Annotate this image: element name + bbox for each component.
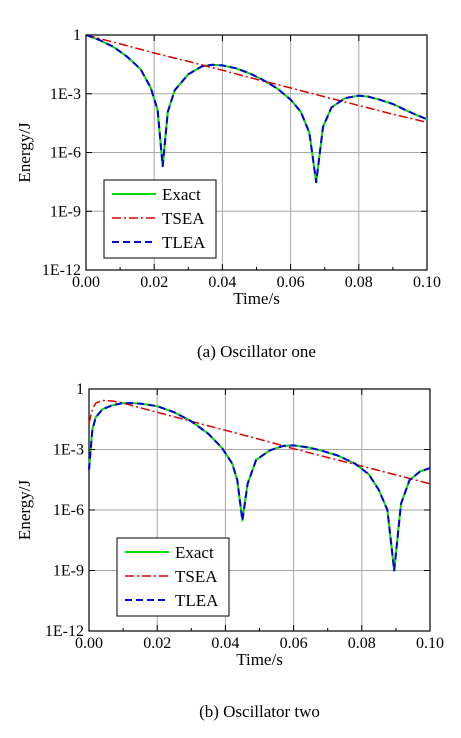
x-tick-label: 0.02	[140, 274, 168, 291]
x-tick-label: 0.04	[211, 635, 239, 652]
y-tick-label: 1E-9	[50, 203, 81, 220]
chart-b-x-axis-label: Time/s	[236, 650, 283, 669]
y-tick-label: 1E-6	[50, 145, 81, 162]
legend-label-exact: Exact	[175, 543, 214, 562]
series-line-exact	[85, 34, 428, 184]
y-tick-label: 1E-12	[42, 262, 81, 279]
chart-a-legend: Exact TSEA TLEA	[103, 179, 217, 259]
series-line-tsea	[88, 399, 431, 485]
x-tick-label: 0.06	[280, 635, 308, 652]
chart-b-gridlines	[89, 389, 430, 631]
x-tick-label: 0.08	[345, 274, 373, 291]
series-line-tsea	[85, 34, 428, 124]
legend-label-tsea: TSEA	[162, 209, 205, 228]
y-tick-label: 1E-12	[45, 623, 84, 640]
x-tick-label: 0.08	[348, 635, 376, 652]
y-tick-label: 1E-3	[53, 442, 84, 459]
x-tick-label: 0.06	[277, 274, 305, 291]
chart-a-series-layer	[85, 34, 428, 184]
chart-a-x-axis-label: Time/s	[233, 289, 280, 308]
legend-label-tlea: TLEA	[162, 233, 206, 252]
chart-b-series-layer	[88, 399, 431, 572]
y-tick-label: 1	[76, 381, 84, 398]
chart-a-y-axis-label: Energy/J	[15, 122, 34, 183]
x-tick-label: 0.00	[75, 635, 103, 652]
chart-b-ticks: 0.00 0.02 0.04 0.06 0.08 0.10 1 1E-3 1E-6 1E-9 1E-…	[45, 381, 444, 652]
legend-label-tlea: TLEA	[175, 591, 219, 610]
series-line-tlea	[88, 402, 431, 572]
legend-label-exact: Exact	[162, 185, 201, 204]
chart-b-caption: (b) Oscillator two	[199, 702, 320, 721]
y-tick-label: 1	[73, 27, 81, 44]
y-tick-label: 1E-6	[53, 502, 84, 519]
chart-a-ticks: 0.00 0.02 0.04 0.06 0.08 0.10 1 1E-3 1E-6 1E-9 1E-…	[42, 27, 441, 291]
legend-label-tsea: TSEA	[175, 567, 218, 586]
chart-b-legend: Exact TSEA TLEA	[116, 537, 230, 617]
x-tick-label: 0.04	[208, 274, 236, 291]
chart-b-y-axis-label: Energy/J	[15, 480, 34, 541]
x-tick-label: 0.10	[413, 274, 441, 291]
chart-a-caption: (a) Oscillator one	[197, 342, 316, 361]
chart-a: 0.00 0.02 0.04 0.06 0.08 0.10 1 1E-3 1E-6 1E-9 1E-…	[15, 27, 441, 361]
chart-b: 0.00 0.02 0.04 0.06 0.08 0.10 1 1E-3 1E-6 1E-9 1E-…	[15, 381, 444, 721]
x-tick-label: 0.00	[72, 274, 100, 291]
y-tick-label: 1E-9	[53, 563, 84, 580]
x-tick-label: 0.02	[143, 635, 171, 652]
y-tick-label: 1E-3	[50, 86, 81, 103]
series-line-tlea	[85, 34, 428, 184]
x-tick-label: 0.10	[416, 635, 444, 652]
